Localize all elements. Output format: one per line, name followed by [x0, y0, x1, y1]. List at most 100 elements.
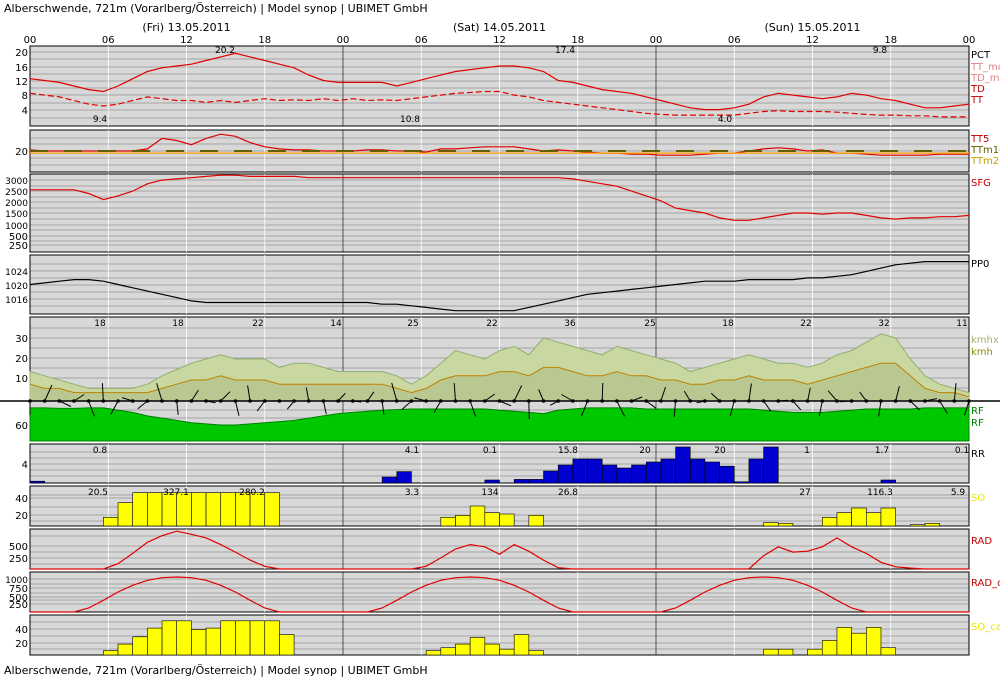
wind-barb — [391, 382, 398, 402]
bar — [851, 507, 867, 527]
ytick-label: 250 — [9, 241, 28, 252]
bar — [440, 517, 456, 527]
bar — [499, 513, 515, 527]
ytick-label: 500 — [9, 593, 28, 604]
ytick-label: 500 — [9, 232, 28, 243]
ytick-label: 20 — [15, 511, 28, 522]
ytick-label: 20 — [15, 48, 28, 59]
bar — [616, 467, 632, 484]
panel-wind — [29, 316, 970, 402]
legend-snowfall-limit: SFG — [971, 178, 991, 189]
annotation-wind: 22 — [800, 319, 811, 329]
bar — [821, 517, 838, 527]
panel-sunshine-clear-sky — [29, 614, 970, 656]
ytick-label: 2000 — [5, 199, 28, 209]
annotation-precipitation: 0.1 — [955, 446, 969, 456]
annotation-sunshine: 5.9 — [951, 488, 966, 498]
bar — [572, 458, 588, 484]
time-tick-label: 12 — [493, 35, 506, 46]
bar — [440, 647, 456, 656]
wind-barb — [601, 382, 604, 402]
ytick-label: 750 — [9, 584, 28, 595]
annotation-wind: 22 — [486, 319, 497, 329]
bar — [484, 512, 500, 527]
bar — [455, 515, 471, 527]
wind-barb — [953, 383, 957, 402]
bar — [645, 461, 662, 484]
bar — [469, 505, 486, 527]
bar — [821, 640, 838, 656]
bar — [220, 620, 236, 656]
wind-barb — [414, 397, 427, 402]
wind-barb — [660, 386, 666, 402]
ytick-label: 1000 — [5, 222, 28, 232]
wind-barb — [645, 400, 657, 409]
ytick-label: 4 — [22, 106, 28, 117]
bar — [29, 480, 45, 484]
day-label: (Fri) 13.05.2011 — [142, 21, 230, 34]
wind-barb — [156, 383, 163, 402]
annotation-temperature: 10.8 — [400, 115, 420, 125]
annotation-wind: 18 — [94, 319, 106, 329]
legend-temperature: TT — [970, 95, 984, 106]
series-area-rf — [29, 407, 970, 442]
series-line-tt — [29, 52, 970, 111]
bar — [660, 458, 676, 484]
legend-relative-humidity: RF — [971, 418, 984, 429]
wind-barb — [748, 383, 752, 402]
day-label: (Sun) 15.05.2011 — [765, 21, 861, 34]
bar — [807, 648, 823, 656]
ytick-label: 1000 — [5, 576, 28, 586]
annotation-wind: 22 — [252, 319, 263, 329]
bar — [851, 632, 867, 656]
wind-barb — [763, 400, 772, 412]
annotation-temperature: 20.2 — [215, 46, 235, 56]
wind-barb — [878, 400, 882, 417]
ytick-label: 60 — [15, 421, 28, 432]
wind-barb — [121, 397, 133, 402]
wind-barb — [683, 390, 691, 402]
bar — [543, 470, 559, 484]
legend-temperature: TD — [970, 84, 985, 95]
ytick-label: 20 — [15, 147, 28, 158]
bar — [161, 620, 178, 656]
wind-barb — [137, 400, 148, 410]
wind-barb — [433, 400, 442, 413]
annotation-precipitation: 20 — [639, 446, 651, 456]
wind-barb — [367, 391, 375, 402]
bar — [513, 634, 530, 656]
wind-barb — [807, 387, 811, 402]
panel-snowfall-limit — [29, 173, 970, 253]
time-tick-label: 18 — [571, 35, 584, 46]
bar — [132, 636, 148, 656]
wind-barb — [513, 385, 523, 402]
annotation-sunshine: 20.5 — [88, 488, 108, 498]
ytick-label: 1024 — [5, 268, 28, 278]
bar — [117, 502, 134, 527]
annotation-precipitation: 20 — [714, 446, 726, 456]
series-area-kmh — [30, 363, 969, 401]
ytick-label: 4 — [22, 460, 28, 471]
bar — [425, 650, 442, 656]
panel-pressure — [29, 254, 970, 315]
ytick-label: 250 — [9, 600, 28, 611]
bar — [220, 492, 236, 527]
annotation-wind: 36 — [564, 319, 576, 329]
wind-barb — [247, 385, 251, 402]
panel-temperature — [29, 45, 970, 127]
bar — [235, 620, 251, 656]
annotation-temperature: 9.4 — [93, 115, 108, 125]
legend-wind: kmhx — [971, 335, 999, 346]
bar — [205, 627, 222, 656]
annotation-temperature: 17.4 — [555, 46, 575, 56]
time-tick-label: 06 — [102, 35, 115, 46]
ytick-label: 20 — [15, 639, 28, 650]
wind-barb — [73, 394, 85, 402]
wind-barb — [101, 383, 104, 402]
wind-barb — [839, 400, 852, 403]
series-line-td — [29, 90, 969, 118]
ytick-label: 1500 — [5, 210, 28, 220]
wind-barb — [322, 400, 327, 415]
bar — [763, 446, 779, 484]
bar — [484, 479, 500, 484]
